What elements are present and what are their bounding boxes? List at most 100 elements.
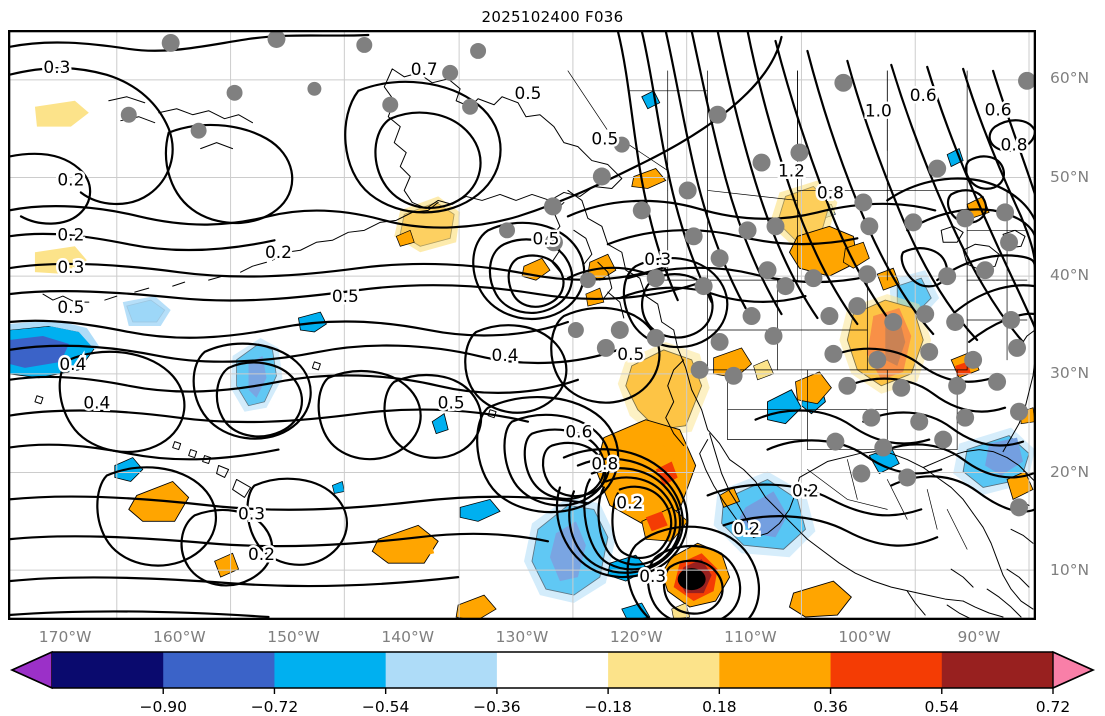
contour-label: 0.5: [57, 297, 84, 317]
contour-label: 0.3: [644, 249, 671, 269]
contour-label: 0.3: [43, 57, 70, 77]
contour-label: 0.5: [532, 228, 559, 248]
contour-label: 0.8: [1001, 135, 1028, 155]
svg-text:0.5: 0.5: [617, 344, 644, 364]
contour-label: 0.5: [438, 393, 465, 413]
svg-text:0.3: 0.3: [43, 57, 70, 77]
colorbar-swatch: [274, 652, 387, 688]
contour-label: 0.2: [265, 242, 292, 262]
colorbar-swatch: [719, 652, 832, 688]
colorbar-extend-min: [10, 650, 53, 690]
contour-label: 0.2: [248, 544, 275, 564]
svg-text:0.5: 0.5: [438, 393, 465, 413]
svg-text:0.4: 0.4: [492, 345, 519, 365]
svg-text:0.2: 0.2: [57, 224, 84, 244]
contour-label: 0.5: [515, 83, 542, 103]
colorbar-tick-label: 0.36: [813, 698, 848, 716]
svg-text:0.5: 0.5: [591, 129, 618, 149]
contour-label: 0.4: [83, 393, 110, 413]
lon-tick-label: 160°W: [152, 628, 206, 646]
svg-text:0.5: 0.5: [57, 297, 84, 317]
contour-label: 0.2: [792, 480, 819, 500]
svg-text:0.5: 0.5: [515, 83, 542, 103]
svg-text:0.2: 0.2: [733, 518, 760, 538]
contour-labels-layer: 0.30.3 0.70.70.50.50.50.51.01.00.60.60.60…: [41, 54, 1030, 619]
colorbar-canvas[interactable]: [0, 650, 1105, 712]
contour-label: 0.5: [332, 286, 359, 306]
svg-text:0.6: 0.6: [910, 85, 937, 105]
station-markers-layer: [120, 31, 1035, 517]
page-title: 2025102400 F036: [481, 8, 624, 26]
svg-text:0.8: 0.8: [591, 454, 618, 474]
contour-label: 0.8: [817, 182, 844, 202]
lon-tick-label: 90°W: [957, 628, 1001, 646]
colorbar-tick-label: −0.18: [584, 698, 632, 716]
lon-tick-label: 130°W: [495, 628, 549, 646]
contour-label: 0.7: [411, 59, 438, 79]
colorbar-tick-label: 0.54: [924, 698, 960, 716]
lat-tick-label: 50°N: [1050, 167, 1090, 186]
lat-tick-label: 60°N: [1050, 69, 1090, 88]
svg-text:0.2: 0.2: [616, 492, 643, 512]
colorbar[interactable]: −0.90 −0.72 −0.54 −0.36 −0.18 0.18 0.36 0.54 0.7…: [0, 650, 1105, 716]
svg-text:0.8: 0.8: [817, 182, 844, 202]
contour-label: 0.2: [616, 492, 643, 512]
contour-label: 0.3: [639, 566, 666, 586]
contour-label: 0.2: [57, 224, 84, 244]
contour-label: 0.6: [985, 100, 1012, 120]
colorbar-swatch: [163, 652, 275, 688]
contour-label: 1.0: [865, 101, 892, 121]
colorbar-swatch: [496, 652, 609, 688]
svg-text:0.2: 0.2: [265, 242, 292, 262]
map-panel[interactable]: 0.3 0.3 0.7 0.7 0.5 0.5 0.5 0.5 1.0 1.0 0.6 0.6 0.6 0…: [8, 30, 1036, 620]
svg-text:0.2: 0.2: [57, 169, 84, 189]
contour-label: 0.6: [910, 85, 937, 105]
colorbar-tick-label: 0.18: [702, 698, 737, 716]
contour-lines-layer: [9, 31, 1035, 619]
map-canvas[interactable]: 0.30.3 0.70.70.50.50.50.51.01.00.60.60.60…: [9, 31, 1035, 619]
lat-tick-label: 20°N: [1050, 462, 1090, 481]
svg-text:0.3: 0.3: [238, 503, 265, 523]
contour-label: 0.5: [617, 344, 644, 364]
contour-label: 0.3: [238, 503, 265, 523]
svg-text:0.3: 0.3: [644, 249, 671, 269]
svg-text:0.5: 0.5: [332, 286, 359, 306]
map-frame: [9, 31, 1035, 619]
contour-label: 0.5: [591, 129, 618, 149]
svg-text:0.3: 0.3: [57, 257, 84, 277]
colorbar-tick-label: −0.36: [473, 698, 521, 716]
contour-label: 1.2: [778, 161, 805, 181]
lon-tick-label: 170°W: [38, 628, 92, 646]
lon-tick-label: 100°W: [838, 628, 891, 646]
contour-label: 0.4: [492, 345, 519, 365]
svg-text:0.7: 0.7: [411, 59, 438, 79]
contour-label: 0.2: [733, 518, 760, 538]
colorbar-tick-label: −0.72: [250, 698, 299, 716]
colorbar-tick-label: −0.54: [361, 698, 410, 716]
lon-tick-label: 140°W: [381, 628, 435, 646]
colorbar-extend-max: [1052, 650, 1095, 690]
colorbar-swatch: [830, 652, 943, 688]
colorbar-tick-label: 0.72: [1035, 698, 1071, 716]
lon-tick-label: 120°W: [609, 628, 663, 646]
svg-text:0.3: 0.3: [639, 566, 666, 586]
colorbar-swatch: [385, 652, 498, 688]
svg-text:0.4: 0.4: [59, 354, 86, 374]
svg-text:0.4: 0.4: [83, 393, 110, 413]
svg-text:0.6: 0.6: [565, 422, 592, 442]
contour-label: 0.3: [57, 257, 84, 277]
lat-tick-label: 40°N: [1050, 265, 1090, 284]
lon-tick-label: 150°W: [267, 628, 320, 646]
svg-text:0.8: 0.8: [1001, 135, 1028, 155]
colorbar-tick-label: −0.90: [139, 698, 187, 716]
lon-tick-label: 110°W: [724, 628, 777, 646]
svg-text:1.0: 1.0: [865, 101, 892, 121]
contour-label: 0.2: [870, 615, 897, 619]
svg-text:0.2: 0.2: [248, 544, 275, 564]
colorbar-swatch: [52, 652, 164, 688]
colorbar-swatch: [941, 652, 1054, 688]
colorbar-swatch: [608, 652, 720, 688]
svg-text:0.5: 0.5: [532, 228, 559, 248]
lat-tick-label: 10°N: [1050, 560, 1090, 579]
